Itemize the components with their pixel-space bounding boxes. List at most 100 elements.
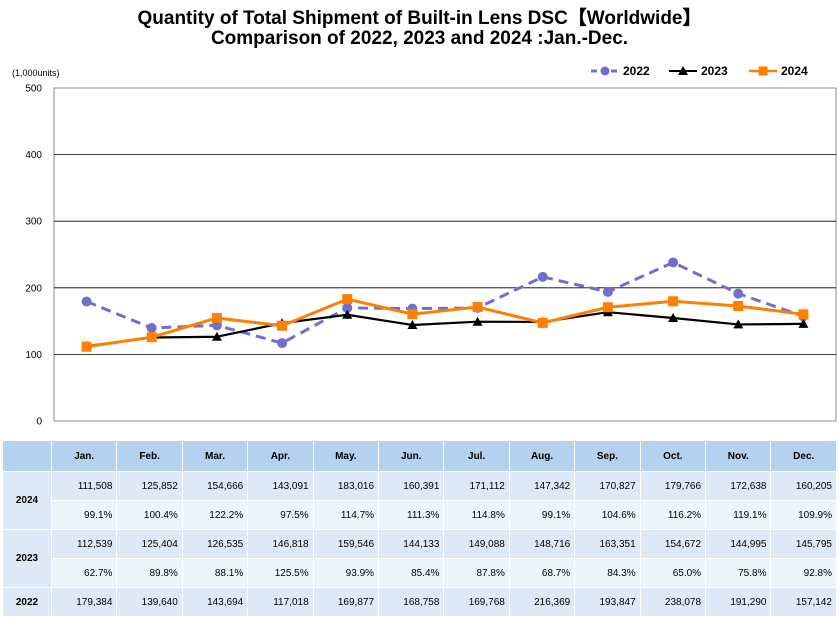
- data-point-2024-dec: [798, 309, 809, 320]
- table-cell-2022-value-11: 157,142: [770, 587, 837, 617]
- table-cell-2024-ratio-4: 114.7%: [312, 500, 380, 530]
- table-row-2024-ratios: 99.1% 100.4% 122.2% 97.5% 114.7% 111.3% 114.8%…: [3, 500, 837, 530]
- series-line-2022: [86, 260, 804, 345]
- legend-label-2022: 2022: [623, 64, 650, 78]
- table-header-feb: Feb.: [116, 440, 183, 472]
- table-cell-2024-value-11: 160,205: [770, 471, 837, 501]
- legend-marker-2024: [749, 66, 777, 76]
- data-point-2022-sep: [602, 286, 613, 297]
- table-header-may: May.: [312, 440, 380, 472]
- data-point-2022-nov: [733, 288, 744, 299]
- table-cell-2024-value-8: 170,827: [574, 471, 641, 501]
- table-cell-2024-ratio-7: 99.1%: [508, 500, 576, 530]
- table-header-jan: Jan.: [50, 440, 118, 472]
- data-point-2022-feb: [146, 322, 157, 333]
- data-point-2024-oct: [668, 296, 679, 307]
- series-line-2024: [86, 297, 804, 349]
- table-cell-2024-ratio-8: 104.6%: [574, 500, 641, 530]
- table-cell-2024-ratio-6: 114.8%: [443, 500, 510, 530]
- table-cell-2024-ratio-3: 97.5%: [247, 500, 314, 530]
- table-header-row: Jan. Feb. Mar. Apr. May. Jun. Jul. Aug. Sep. Oct.…: [2, 440, 837, 472]
- table-cell-2022-value-3: 117,018: [247, 587, 314, 617]
- table-cell-2023-value-8: 163,351: [574, 529, 641, 559]
- table-cell-2023-value-5: 144,133: [378, 529, 445, 559]
- data-point-2024-may: [342, 294, 353, 305]
- table-cell-2022-value-4: 169,877: [312, 587, 380, 617]
- data-point-2023-mar: [211, 331, 222, 341]
- data-point-2022-apr: [277, 338, 288, 349]
- table-header-nov: Nov.: [705, 440, 772, 472]
- data-point-2023-jun: [407, 320, 418, 330]
- data-point-2024-jan: [81, 341, 92, 352]
- table-cell-2024-ratio-5: 111.3%: [378, 500, 445, 530]
- table-cell-2024-value-2: 154,666: [181, 471, 249, 501]
- table-header-sep: Sep.: [574, 440, 641, 472]
- table-cell-2023-value-11: 145,795: [770, 529, 837, 559]
- data-point-2024-apr: [277, 320, 288, 331]
- data-point-2024-aug: [537, 317, 548, 328]
- chart-title-line2: Comparison of 2022, 2023 and 2024 :Jan.-…: [210, 28, 629, 49]
- table-cell-2024-ratio-10: 119.1%: [705, 500, 772, 530]
- table-cell-2023-value-6: 149,088: [443, 529, 510, 559]
- table-header-aug: Aug.: [508, 440, 576, 472]
- y-tick-label-200: 200: [25, 283, 42, 294]
- table-cell-2024-ratio-1: 100.4%: [116, 500, 183, 530]
- table-cell-2023-ratio-10: 75.8%: [705, 558, 772, 588]
- table-cell-2023-ratio-2: 88.1%: [181, 558, 249, 588]
- table-cell-2023-value-0: 112,539: [50, 529, 118, 559]
- y-tick-label-0: 0: [36, 417, 42, 428]
- table-row-2023-values: 2023 112,539 125,404 126,535 146,818 159,546 1…: [2, 529, 837, 588]
- table-cell-2024-ratio-2: 122.2%: [181, 500, 249, 530]
- table-cell-2023-value-2: 126,535: [181, 529, 249, 559]
- legend-marker-2022: [591, 66, 619, 76]
- data-point-2022-aug: [537, 271, 548, 282]
- table-cell-2024-value-1: 125,852: [116, 471, 183, 501]
- table-cell-2023-value-7: 148,716: [508, 529, 576, 559]
- table-cell-2023-ratio-4: 93.9%: [312, 558, 380, 588]
- table-header-jul: Jul.: [443, 440, 510, 472]
- table-row-2024-values: 2024 111,508 125,852 154,666 143,091 183,016 1…: [2, 471, 837, 530]
- table-cell-2022-value-7: 216,369: [508, 587, 576, 617]
- legend-label-2023: 2023: [701, 64, 728, 78]
- table-cell-2022-value-10: 191,290: [705, 587, 772, 617]
- table-cell-2023-ratio-7: 68.7%: [508, 558, 576, 588]
- table-row-label-2024: 2024: [2, 471, 52, 530]
- data-point-2024-mar: [211, 312, 222, 323]
- plot-area-frame: [53, 87, 837, 422]
- table-header-jun: Jun.: [378, 440, 445, 472]
- data-point-2024-jun: [407, 309, 418, 320]
- table-cell-2024-value-5: 160,391: [378, 471, 445, 501]
- legend-item-2022: 2022: [590, 64, 650, 78]
- table-cell-2022-value-8: 193,847: [574, 587, 641, 617]
- table-row-label-2023: 2023: [2, 529, 52, 588]
- data-point-2024-jul: [472, 302, 483, 313]
- table-row-label-2022: 2022: [2, 587, 52, 617]
- table-cell-2023-ratio-1: 89.8%: [116, 558, 183, 588]
- table-cell-2023-value-4: 159,546: [312, 529, 380, 559]
- data-point-2023-jul: [472, 316, 483, 326]
- table-cell-2023-ratio-11: 92.8%: [770, 558, 837, 588]
- y-tick-label-400: 400: [25, 150, 42, 161]
- table-cell-2023-value-1: 125,404: [116, 529, 183, 559]
- data-point-2024-sep: [602, 302, 613, 313]
- line-chart: 0 100 200 300 400 500: [25, 84, 837, 428]
- table-cell-2022-value-2: 143,694: [181, 587, 249, 617]
- table-cell-2024-value-9: 179,766: [639, 471, 707, 501]
- table-cell-2024-value-7: 147,342: [508, 471, 576, 501]
- table-header-mar: Mar.: [181, 440, 249, 472]
- table-cell-2024-value-6: 171,112: [443, 471, 510, 501]
- data-point-2023-oct: [668, 312, 679, 322]
- chart-title-line1: Quantity of Total Shipment of Built-in L…: [137, 8, 702, 29]
- table-cell-2023-ratio-9: 65.0%: [639, 558, 707, 588]
- table-header-dec: Dec.: [770, 440, 837, 472]
- series-line-2023: [86, 311, 804, 348]
- data-point-2022-oct: [668, 257, 679, 268]
- table-corner-cell: [2, 440, 52, 472]
- table-row-2023-ratios: 62.7% 89.8% 88.1% 125.5% 93.9% 85.4% 87.8% 68.7…: [3, 558, 837, 588]
- data-point-2023-dec: [798, 318, 809, 328]
- table-cell-2022-value-6: 169,768: [443, 587, 510, 617]
- table-cell-2024-ratio-9: 116.2%: [639, 500, 707, 530]
- table-header-apr: Apr.: [247, 440, 314, 472]
- table-cell-2024-ratio-11: 109.9%: [770, 500, 837, 530]
- table-cell-2023-ratio-6: 87.8%: [443, 558, 510, 588]
